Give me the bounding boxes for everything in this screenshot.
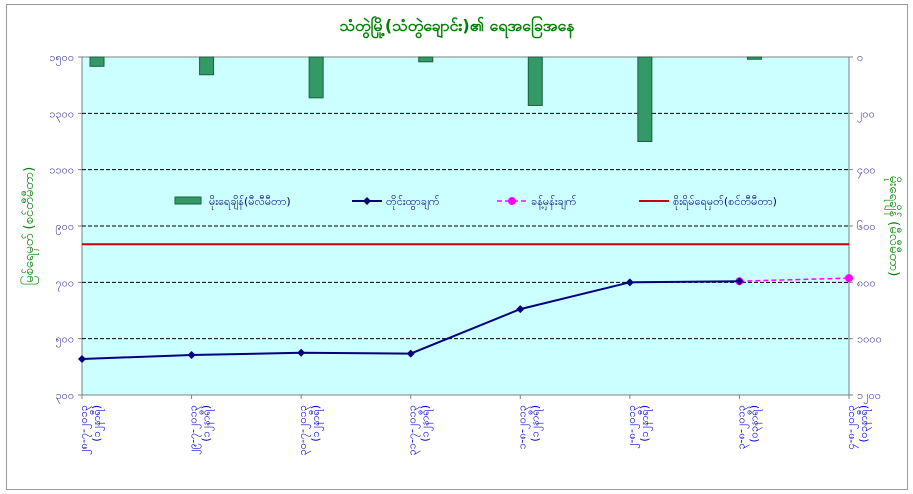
x-tick-label: ၁-၈-၂၀၁၃(၁၂နာရီ) [515,405,543,449]
y-left-tick-label: ၉၀၀ [55,220,74,235]
y-right-tick-label: ၂၀၀ [857,107,875,122]
legend-label: တိုင်းထွာချက် [386,195,440,210]
legend-label: စိုးရိမ်ရေမှတ်(စင်တီမီတာ) [673,195,777,210]
rainfall-bar [308,56,324,99]
forecast-point [845,274,853,283]
observed-point [187,351,196,360]
rainfall-bar [89,56,105,67]
x-tick-label: ၄-၈-၂၀၁၃(၀၃နာရီ) [844,405,872,449]
observed-point [78,354,86,363]
observed-point [406,349,415,358]
observed-point [625,278,634,287]
legend-label: မိုးရေချိန်(မီလီမီတာ) [209,195,291,210]
y-axis-left-title: မြစ်ရေမှတ် (စင်တီမီတာ) [20,167,39,285]
y-right-tick-label: ၄၀၀ [857,164,876,179]
y-left-tick-label: ၁၅၀၀ [49,51,74,66]
chart-frame: သံတွဲမြို့(သံတွဲချောင်း)၏ ရေအခြေအနေ ၃၀၀ ၅… [6,4,908,490]
y-left-tick-label: ၇၀၀ [55,276,74,291]
x-tick-label: ၂၉-၇-၂၀၁၃(၁၂နာရီ) [187,405,215,455]
water-level-chart: သံတွဲမြို့(သံတွဲချောင်း)၏ ရေအခြေအနေ ၃၀၀ ၅… [20,15,902,455]
y-left-tick-label: ၁၁၀၀ [49,164,74,177]
observed-point [516,305,525,314]
observed-point [297,348,306,357]
y-right-tick-label: ၁၀၀၀ [857,333,882,346]
y-left-tick-label: ၁၃၀၀ [49,107,74,122]
legend-rainfall-swatch [174,196,202,205]
y-left-tick-label: ၅၀၀ [55,333,74,348]
observed-point [735,277,744,286]
x-tick-label: ၂၈-၇-၂၀၁၃(၁၂နာရီ) [77,405,105,455]
rainfall-bar [527,56,543,106]
y-left-tick-label: ၃၀၀ [55,389,74,404]
x-tick-label: ၃-၈-၂၀၁၃(၀၃နာရီ) [734,405,762,449]
y-right-tick-label: ၈၀၀ [857,276,876,289]
chart-title: သံတွဲမြို့(သံတွဲချောင်း)၏ ရေအခြေအနေ [340,15,576,39]
y-right-tick-label: ၆၀၀ [857,220,876,233]
y-axis-right-title: မိုးရေချိန် (မီလီမီတာ) [884,176,902,277]
legend-label: ခန့်မှန်းချက် [531,195,577,210]
rainfall-bar [418,56,434,63]
legend-forecast-marker [508,197,516,205]
forecast-line [739,277,850,282]
rainfall-bar [199,56,215,76]
y-right-tick-label: ၁၂၀၀ [857,389,881,404]
rainfall-bar [746,56,762,60]
x-tick-label: ၂-၈-၂၀၁၃(၁၂နာရီ) [625,405,653,449]
rainfall-bar [637,56,653,142]
legend-observed-marker [363,197,371,205]
x-tick-label: ၃၀-၇-၂၀၁၃(၁၂နာရီ) [296,405,324,455]
x-tick-label: ၃၁-၇-၂၀၁၃(၁၂နာရီ) [406,405,434,455]
y-right-tick-label: ၀ [857,51,863,64]
